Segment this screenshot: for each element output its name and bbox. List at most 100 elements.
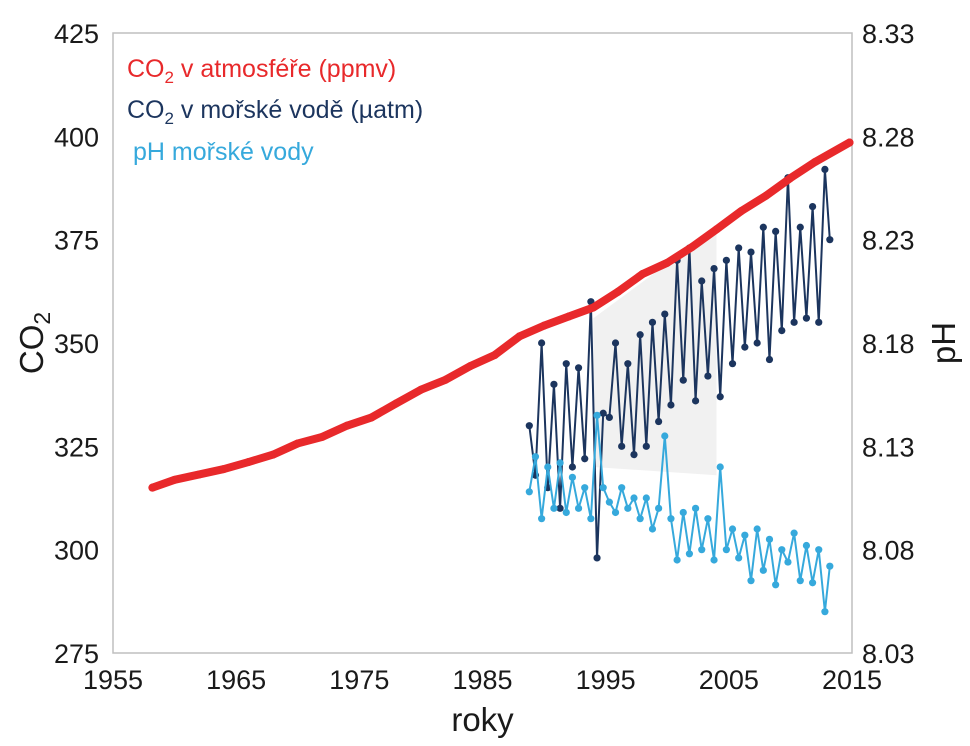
legend: CO2 v atmosféře (ppmv) CO2 v mořské vodě… bbox=[127, 55, 423, 166]
data-point bbox=[593, 554, 601, 562]
data-point bbox=[525, 422, 533, 430]
data-point bbox=[531, 453, 540, 461]
data-point bbox=[550, 380, 558, 388]
data-point bbox=[761, 191, 770, 200]
y-left-axis-title: CO2 bbox=[13, 312, 55, 374]
series-co2_atmosphere bbox=[148, 138, 854, 492]
data-point bbox=[673, 556, 681, 564]
y-right-axis-ticks: 8.03 8.08 8.13 8.18 8.23 8.28 8.33 bbox=[862, 19, 915, 669]
data-point bbox=[845, 138, 854, 147]
data-point bbox=[581, 484, 589, 492]
legend-item-co2-atmosphere: CO2 v atmosféře (ppmv) bbox=[127, 55, 396, 87]
x-tick-label: 1985 bbox=[452, 665, 512, 695]
x-tick-label: 1965 bbox=[206, 665, 266, 695]
data-point bbox=[796, 577, 804, 585]
data-point bbox=[691, 504, 700, 512]
data-point bbox=[722, 256, 730, 264]
data-point bbox=[741, 343, 749, 351]
data-point bbox=[318, 432, 327, 441]
data-point bbox=[568, 463, 577, 471]
data-point bbox=[148, 483, 157, 492]
data-point bbox=[691, 397, 700, 405]
legend-item-co2-seawater: CO2 v mořské vodě (µatm) bbox=[127, 96, 423, 128]
x-tick-label: 1995 bbox=[576, 665, 636, 695]
data-point bbox=[815, 546, 823, 554]
data-point bbox=[728, 360, 737, 368]
data-point bbox=[698, 277, 706, 285]
data-point bbox=[759, 566, 767, 574]
data-point bbox=[581, 455, 589, 463]
data-point bbox=[704, 372, 712, 380]
data-point bbox=[367, 413, 376, 422]
y-left-axis-ticks: 275 300 325 350 375 400 425 bbox=[54, 19, 99, 669]
data-point bbox=[562, 360, 570, 368]
data-point bbox=[802, 314, 811, 322]
x-tick-label: 2015 bbox=[822, 665, 882, 695]
y-left-tick-label: 400 bbox=[54, 122, 99, 152]
data-point bbox=[663, 258, 672, 267]
x-axis-title: roky bbox=[451, 701, 514, 738]
data-point bbox=[655, 417, 663, 426]
y-right-axis-title: pH bbox=[925, 322, 962, 364]
legend-item-ph-seawater: pH mořské vody bbox=[133, 138, 314, 166]
data-point bbox=[293, 439, 302, 448]
y-right-tick-label: 8.33 bbox=[862, 19, 915, 49]
data-point bbox=[821, 165, 829, 173]
data-point bbox=[638, 269, 647, 278]
data-point bbox=[648, 525, 657, 533]
data-point bbox=[786, 174, 795, 183]
data-point bbox=[667, 515, 675, 523]
data-point bbox=[784, 558, 792, 566]
data-point bbox=[802, 541, 811, 550]
data-point bbox=[515, 332, 524, 341]
data-point bbox=[722, 546, 730, 554]
series-ph_seawater bbox=[525, 411, 834, 616]
series-line-co2_atmosphere bbox=[148, 138, 854, 492]
data-point bbox=[687, 243, 696, 252]
data-point bbox=[642, 442, 650, 450]
plot-frame bbox=[112, 32, 853, 654]
data-point bbox=[735, 244, 743, 252]
data-point bbox=[599, 484, 607, 492]
data-point bbox=[636, 331, 644, 339]
y-left-axis-title-sub: 2 bbox=[29, 312, 55, 325]
data-point bbox=[624, 504, 632, 512]
data-point bbox=[716, 393, 724, 401]
data-point bbox=[416, 385, 425, 394]
data-point bbox=[490, 350, 499, 359]
data-point bbox=[170, 475, 179, 484]
data-point bbox=[661, 432, 669, 440]
data-point bbox=[630, 494, 638, 502]
data-point bbox=[685, 550, 694, 558]
data-point bbox=[630, 451, 638, 459]
series-layer bbox=[148, 138, 854, 616]
data-point bbox=[556, 459, 564, 467]
y-right-tick-label: 8.08 bbox=[862, 536, 915, 566]
data-point bbox=[540, 321, 549, 330]
data-point bbox=[343, 421, 352, 430]
data-point bbox=[618, 484, 626, 492]
data-point bbox=[747, 577, 755, 585]
data-point bbox=[605, 413, 613, 421]
data-point bbox=[741, 531, 749, 539]
data-point bbox=[624, 360, 632, 368]
data-point bbox=[244, 458, 253, 467]
data-point bbox=[826, 562, 834, 570]
data-point bbox=[538, 339, 546, 347]
data-point bbox=[778, 327, 786, 335]
data-point bbox=[611, 508, 620, 517]
data-point bbox=[759, 223, 767, 231]
y-left-tick-label: 375 bbox=[54, 226, 99, 256]
data-point bbox=[642, 494, 650, 502]
data-point bbox=[589, 303, 598, 312]
data-point bbox=[772, 227, 780, 235]
data-point bbox=[710, 556, 718, 564]
data-point bbox=[735, 554, 743, 562]
data-point bbox=[613, 287, 622, 296]
data-point bbox=[219, 465, 228, 474]
data-point bbox=[712, 225, 721, 234]
data-point bbox=[618, 442, 626, 450]
data-point bbox=[737, 207, 746, 216]
data-point bbox=[574, 504, 583, 512]
